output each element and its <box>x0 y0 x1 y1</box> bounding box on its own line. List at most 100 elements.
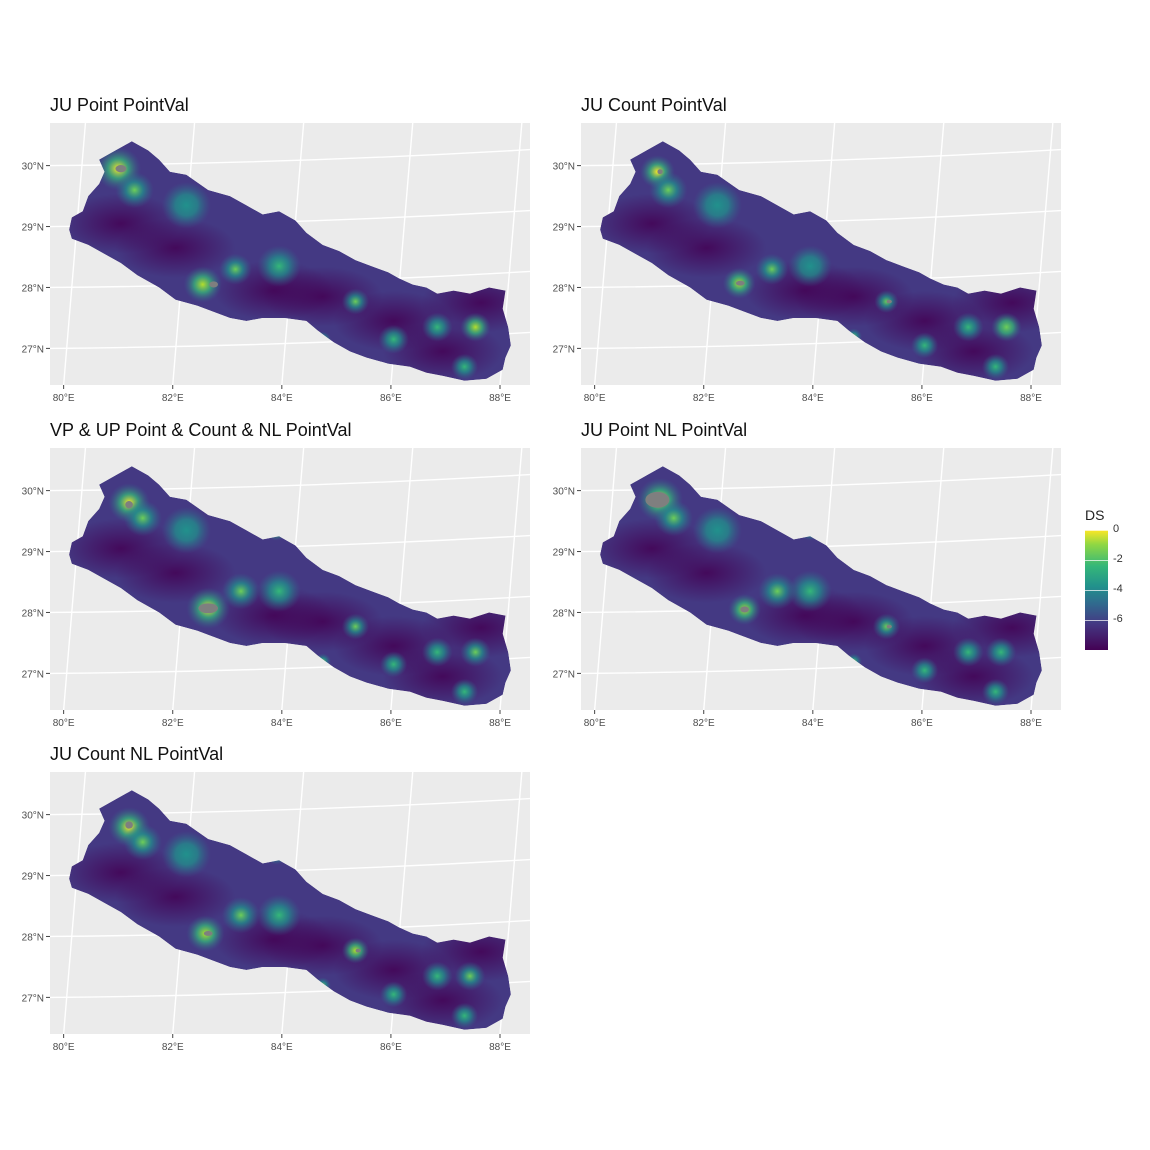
legend-tick-mark <box>1085 590 1108 591</box>
na-cell <box>886 299 892 304</box>
y-tick-label: 27°N <box>22 669 44 680</box>
na-cell <box>125 501 133 509</box>
high-ds-hotspot <box>219 253 252 285</box>
na-cell <box>115 165 127 173</box>
high-ds-hotspot <box>872 613 901 640</box>
x-tick-label: 82°E <box>162 393 184 404</box>
legend-tick-label: -4 <box>1113 583 1123 595</box>
high-ds-hotspot <box>450 1002 479 1029</box>
x-tick-label: 86°E <box>911 393 933 404</box>
legend-tick-label: -6 <box>1113 613 1123 625</box>
high-ds-hotspot <box>123 499 162 537</box>
high-ds-hotspot <box>460 637 491 667</box>
map-panel: JU Point NL PointVal 80°E 82°E 84°E 86°E 88°E… <box>553 420 1061 729</box>
low-ds-area <box>115 866 236 927</box>
high-ds-hotspot <box>422 961 453 991</box>
high-ds-hotspot <box>450 353 479 380</box>
high-ds-hotspot <box>758 573 797 610</box>
y-tick-label: 30°N <box>22 811 44 822</box>
ds-raster <box>600 141 1042 381</box>
x-tick-label: 88°E <box>489 393 511 404</box>
high-ds-hotspot <box>654 499 693 537</box>
high-ds-hotspot <box>257 894 301 936</box>
y-tick-label: 28°N <box>22 283 44 294</box>
x-tick-label: 80°E <box>53 718 75 729</box>
na-cell <box>198 603 219 614</box>
na-cell <box>735 280 745 286</box>
x-tick-label: 84°E <box>271 718 293 729</box>
y-tick-label: 29°N <box>22 548 44 559</box>
na-cell <box>355 948 361 953</box>
y-tick-label: 28°N <box>22 932 44 943</box>
legend-title: DS <box>1085 507 1105 523</box>
y-tick-label: 28°N <box>22 608 44 619</box>
high-ds-hotspot <box>257 245 301 287</box>
graticule-meridian <box>62 448 87 710</box>
x-tick-label: 80°E <box>584 718 606 729</box>
high-ds-hotspot <box>341 288 370 315</box>
high-ds-hotspot <box>341 613 370 640</box>
high-ds-hotspot <box>221 573 260 610</box>
x-tick-label: 88°E <box>1020 393 1042 404</box>
y-tick-label: 27°N <box>22 993 44 1004</box>
high-ds-hotspot <box>257 570 301 612</box>
high-ds-hotspot <box>953 312 984 342</box>
high-ds-hotspot <box>649 171 688 209</box>
high-ds-hotspot <box>454 961 486 991</box>
y-tick-label: 28°N <box>553 608 575 619</box>
y-tick-label: 28°N <box>553 283 575 294</box>
legend-tick-label: -2 <box>1113 553 1123 565</box>
y-tick-label: 29°N <box>553 223 575 234</box>
high-ds-hotspot <box>911 657 939 684</box>
high-ds-hotspot <box>161 506 211 554</box>
high-ds-hotspot <box>991 312 1022 342</box>
y-tick-label: 29°N <box>553 548 575 559</box>
y-tick-label: 27°N <box>553 669 575 680</box>
legend-tick-mark <box>1085 620 1108 621</box>
legend-tick-mark <box>1085 560 1108 561</box>
graticule-meridian <box>62 123 87 385</box>
graticule-meridian <box>593 123 618 385</box>
x-tick-label: 82°E <box>693 393 715 404</box>
map-panel: JU Point PointVal 80°E 82°E 84°E 86°E 88°E 27°… <box>22 95 530 404</box>
high-ds-hotspot <box>115 171 154 209</box>
x-tick-label: 80°E <box>53 393 75 404</box>
ds-raster <box>69 466 511 706</box>
high-ds-hotspot <box>380 651 408 678</box>
na-cell <box>886 624 892 629</box>
ds-raster <box>69 790 511 1030</box>
high-ds-hotspot <box>692 181 742 229</box>
graticule-meridian <box>593 448 618 710</box>
x-tick-label: 88°E <box>1020 718 1042 729</box>
x-tick-label: 84°E <box>271 1042 293 1053</box>
x-tick-label: 84°E <box>271 393 293 404</box>
high-ds-hotspot <box>953 637 984 667</box>
panel-title: VP & UP Point & Count & NL PointVal <box>50 420 352 440</box>
x-tick-label: 80°E <box>53 1042 75 1053</box>
x-tick-label: 88°E <box>489 718 511 729</box>
y-tick-label: 30°N <box>22 487 44 498</box>
x-tick-label: 80°E <box>584 393 606 404</box>
map-panel: JU Count NL PointVal 80°E 82°E 84°E 86°E 88°E… <box>22 744 530 1053</box>
low-ds-area <box>646 542 767 603</box>
high-ds-hotspot <box>985 637 1017 667</box>
y-tick-label: 29°N <box>22 872 44 883</box>
x-tick-label: 82°E <box>162 1042 184 1053</box>
high-ds-hotspot <box>692 506 742 554</box>
high-ds-hotspot <box>755 253 789 285</box>
low-ds-area <box>115 217 236 278</box>
x-tick-label: 86°E <box>380 718 402 729</box>
high-ds-hotspot <box>422 312 453 342</box>
panel-title: JU Count PointVal <box>581 95 727 115</box>
na-cell <box>657 169 663 175</box>
high-ds-hotspot <box>981 678 1010 705</box>
na-cell <box>209 281 219 288</box>
high-ds-hotspot <box>911 332 939 359</box>
high-ds-hotspot <box>123 823 162 861</box>
high-ds-hotspot <box>161 181 211 229</box>
panel-title: JU Point PointVal <box>50 95 189 115</box>
high-ds-hotspot <box>378 324 409 354</box>
na-cell <box>645 491 670 508</box>
x-tick-label: 86°E <box>380 393 402 404</box>
